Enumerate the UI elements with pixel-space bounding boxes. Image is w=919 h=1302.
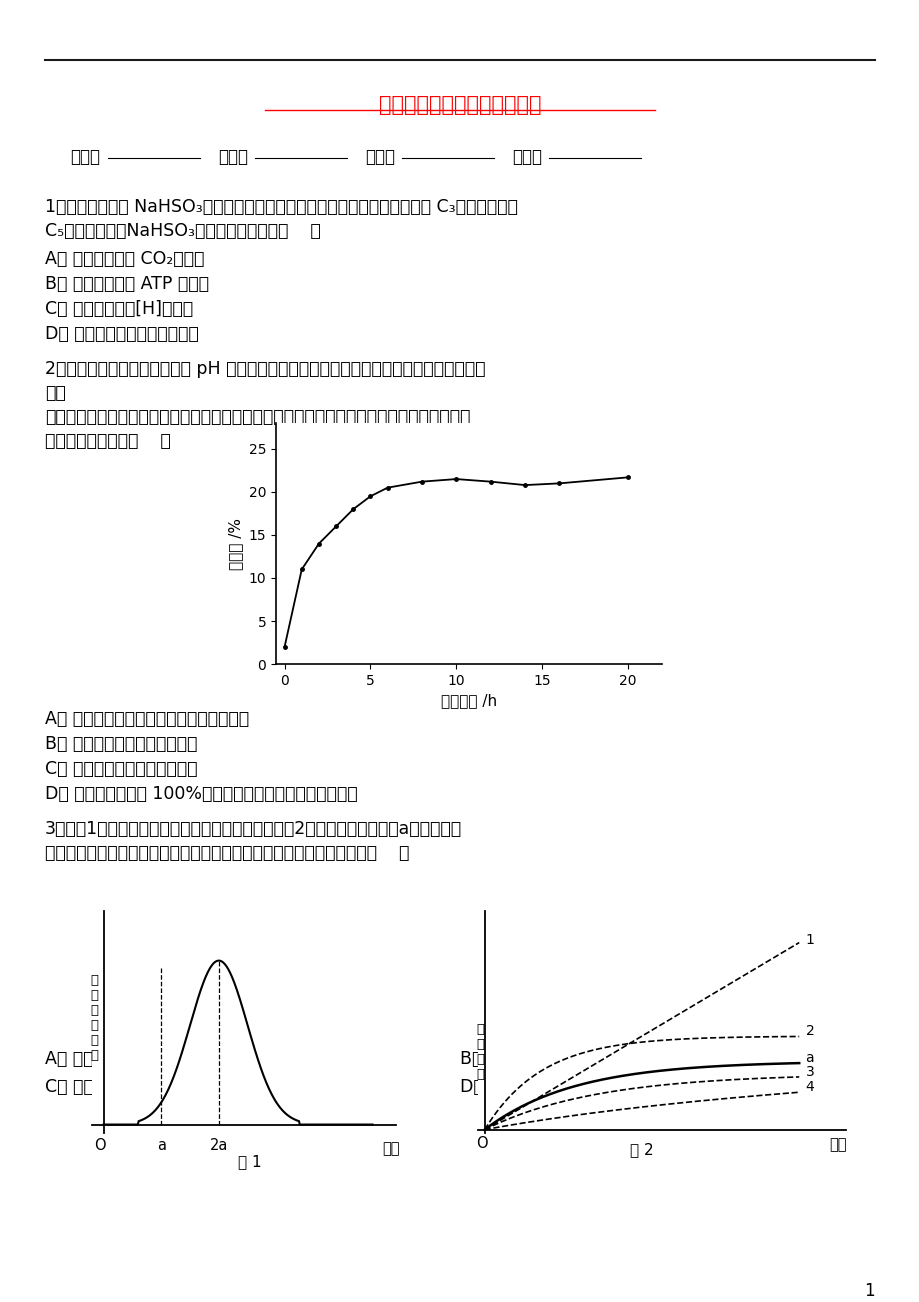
Text: a: a xyxy=(156,1138,165,1152)
Text: 酶
促
反
应
速
率: 酶 促 反 应 速 率 xyxy=(90,974,98,1062)
Text: 温度: 温度 xyxy=(381,1141,399,1156)
Text: a: a xyxy=(805,1051,813,1065)
Text: 细胞的分子组成与细胞的结构: 细胞的分子组成与细胞的结构 xyxy=(379,95,540,115)
Y-axis label: 水解度 /%: 水解度 /% xyxy=(228,518,243,569)
Text: （注：蛋白质水解度为百度蛋白质水解过程中被裂解的肽键数与给定蛋白质的总肽键数之比）: （注：蛋白质水解度为百度蛋白质水解过程中被裂解的肽键数与给定蛋白质的总肽键数之比… xyxy=(45,408,470,426)
Text: D． 水解度不能达到 100%的原因是蛋白酶只能水解部分肽键: D． 水解度不能达到 100%的原因是蛋白酶只能水解部分肽键 xyxy=(45,785,357,803)
Text: 班级：: 班级： xyxy=(365,148,394,165)
Text: B． 曲线 2: B． 曲线 2 xyxy=(460,1049,525,1068)
Text: D． 抑制叶绻体中有机物的输出: D． 抑制叶绻体中有机物的输出 xyxy=(45,326,199,342)
Text: 成物量与时间的关系图，则当温度增加一倍时生成物量与时间的关系是（    ）: 成物量与时间的关系图，则当温度增加一倍时生成物量与时间的关系是（ ） xyxy=(45,844,409,862)
Text: A． 促进叶绻体中 CO₂的固定: A． 促进叶绻体中 CO₂的固定 xyxy=(45,250,204,268)
Text: 生
成
物
量: 生 成 物 量 xyxy=(475,1022,483,1081)
Text: 1: 1 xyxy=(805,932,813,947)
Text: 学校：: 学校： xyxy=(70,148,100,165)
Text: 1．用一定浓度的 NaHSO₃溶液喷洒到小麦的叶片上，短期内检测到叶绻体中 C₃的含量下降，: 1．用一定浓度的 NaHSO₃溶液喷洒到小麦的叶片上，短期内检测到叶绻体中 C₃… xyxy=(45,198,517,216)
Text: C． 适当升高温度能提高水解度: C． 适当升高温度能提高水解度 xyxy=(45,760,198,779)
X-axis label: 反应时间 /h: 反应时间 /h xyxy=(440,693,497,708)
Text: C． 抑制叶绻体中[H]的形成: C． 抑制叶绻体中[H]的形成 xyxy=(45,299,193,318)
Text: 2．胰凝乳蛋白酶在常温及最适 pH 条件下分解蛋白质，定时取样测得蛋白质的水解度如图所: 2．胰凝乳蛋白酶在常温及最适 pH 条件下分解蛋白质，定时取样测得蛋白质的水解度… xyxy=(45,359,485,378)
Text: 1: 1 xyxy=(864,1282,874,1299)
Text: A． 曲线1    百度: A． 曲线1 百度 xyxy=(45,1049,147,1068)
Text: 姓名：: 姓名： xyxy=(218,148,248,165)
Text: B． 促进叶绻体中 ATP 的合成: B． 促进叶绻体中 ATP 的合成 xyxy=(45,275,209,293)
Text: A． 该实验的自变量是胰凝乳蛋白酶的活性: A． 该实验的自变量是胰凝乳蛋白酶的活性 xyxy=(45,710,249,728)
Text: 图 2: 图 2 xyxy=(630,1142,653,1157)
Text: C． 曲线3: C． 曲线3 xyxy=(45,1078,105,1096)
Text: B． 该实验的因变量是反应时间: B． 该实验的因变量是反应时间 xyxy=(45,736,198,753)
Text: 图 1: 图 1 xyxy=(237,1154,261,1169)
Text: 2: 2 xyxy=(805,1023,813,1038)
Text: 考号：: 考号： xyxy=(512,148,541,165)
Text: 3．如图1表示温度对酶促反应速率的影响示意图，图2的实线表示在温度为a的情况下生: 3．如图1表示温度对酶促反应速率的影响示意图，图2的实线表示在温度为a的情况下生 xyxy=(45,820,461,838)
Text: C₅的含量上升。NaHSO₃溶液的作用可能是（    ）: C₅的含量上升。NaHSO₃溶液的作用可能是（ ） xyxy=(45,223,321,240)
Text: 4: 4 xyxy=(805,1081,813,1094)
Text: O: O xyxy=(94,1138,106,1152)
Text: 3: 3 xyxy=(805,1065,813,1078)
Text: 2a: 2a xyxy=(210,1138,228,1152)
Text: D． 曲线 4: D． 曲线 4 xyxy=(460,1078,526,1096)
Text: 下列叙述正确的是（    ）: 下列叙述正确的是（ ） xyxy=(45,432,171,450)
Text: O: O xyxy=(475,1135,487,1151)
Text: 时间: 时间 xyxy=(828,1138,845,1152)
Text: 示。: 示。 xyxy=(45,384,65,402)
